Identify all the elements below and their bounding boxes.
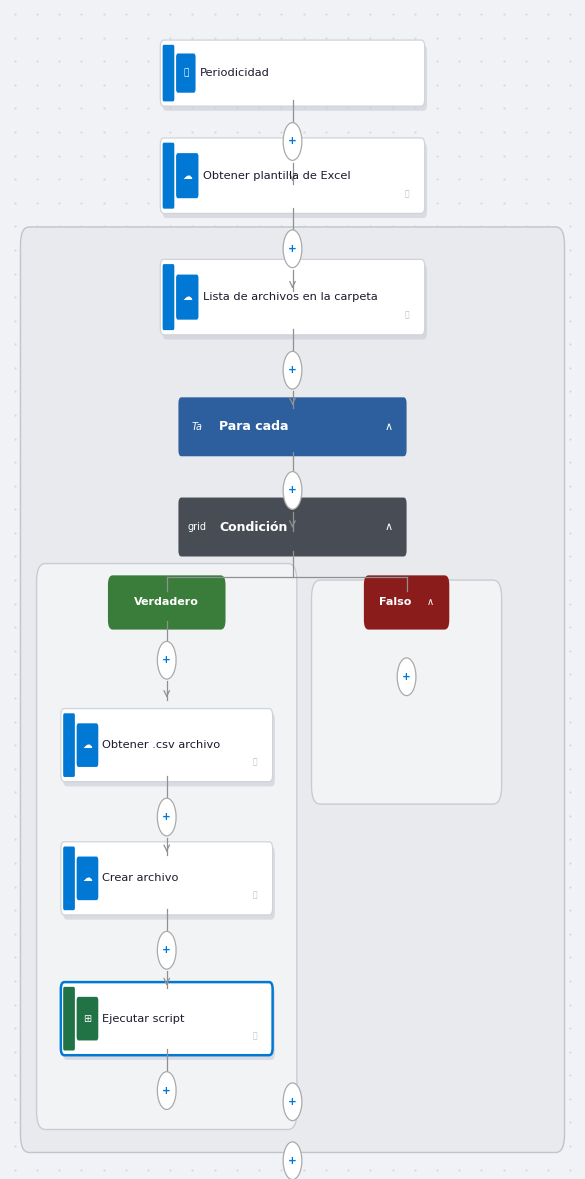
FancyBboxPatch shape bbox=[63, 713, 275, 786]
Text: Ejecutar script: Ejecutar script bbox=[102, 1014, 185, 1023]
Text: ☁: ☁ bbox=[183, 292, 192, 302]
FancyBboxPatch shape bbox=[108, 575, 225, 630]
FancyBboxPatch shape bbox=[163, 264, 174, 330]
Text: Crear archivo: Crear archivo bbox=[102, 874, 179, 883]
Text: +: + bbox=[288, 1155, 297, 1166]
Text: ⊞: ⊞ bbox=[84, 1014, 91, 1023]
Text: +: + bbox=[288, 244, 297, 253]
Text: Lista de archivos en la carpeta: Lista de archivos en la carpeta bbox=[202, 292, 377, 302]
FancyBboxPatch shape bbox=[163, 45, 174, 101]
FancyBboxPatch shape bbox=[36, 564, 297, 1129]
Text: +: + bbox=[163, 812, 171, 822]
Text: +: + bbox=[163, 1086, 171, 1095]
Text: 🔗: 🔗 bbox=[404, 310, 409, 320]
Text: Periodicidad: Periodicidad bbox=[199, 68, 270, 78]
Circle shape bbox=[157, 641, 176, 679]
FancyBboxPatch shape bbox=[63, 987, 75, 1050]
FancyBboxPatch shape bbox=[176, 275, 198, 320]
Circle shape bbox=[283, 123, 302, 160]
Circle shape bbox=[283, 230, 302, 268]
FancyBboxPatch shape bbox=[63, 987, 275, 1060]
FancyBboxPatch shape bbox=[176, 53, 195, 93]
Text: ∧: ∧ bbox=[385, 422, 393, 432]
FancyBboxPatch shape bbox=[163, 143, 427, 218]
Text: ∧: ∧ bbox=[426, 598, 433, 607]
Text: +: + bbox=[288, 365, 297, 375]
Text: +: + bbox=[163, 946, 171, 955]
Text: 🔗: 🔗 bbox=[404, 189, 409, 198]
FancyBboxPatch shape bbox=[77, 856, 98, 901]
Circle shape bbox=[157, 931, 176, 969]
Text: 🔗: 🔗 bbox=[252, 757, 257, 766]
Circle shape bbox=[157, 798, 176, 836]
FancyBboxPatch shape bbox=[176, 153, 198, 198]
Text: ⏰: ⏰ bbox=[183, 68, 188, 78]
Circle shape bbox=[283, 351, 302, 389]
Circle shape bbox=[283, 1082, 302, 1120]
Text: ☁: ☁ bbox=[82, 874, 92, 883]
Text: grid: grid bbox=[188, 522, 207, 532]
FancyBboxPatch shape bbox=[163, 264, 427, 340]
Text: 🔗: 🔗 bbox=[252, 890, 257, 900]
FancyBboxPatch shape bbox=[178, 498, 407, 556]
Text: ☁: ☁ bbox=[183, 171, 192, 180]
Text: Ta: Ta bbox=[192, 422, 202, 432]
Text: +: + bbox=[163, 656, 171, 665]
FancyBboxPatch shape bbox=[178, 397, 407, 456]
FancyBboxPatch shape bbox=[77, 997, 98, 1041]
Text: Obtener .csv archivo: Obtener .csv archivo bbox=[102, 740, 221, 750]
FancyBboxPatch shape bbox=[311, 580, 501, 804]
Text: Condición: Condición bbox=[219, 520, 288, 534]
FancyBboxPatch shape bbox=[364, 575, 449, 630]
Text: Verdadero: Verdadero bbox=[135, 598, 199, 607]
FancyBboxPatch shape bbox=[61, 982, 273, 1055]
FancyBboxPatch shape bbox=[160, 138, 425, 213]
Text: +: + bbox=[288, 486, 297, 495]
FancyBboxPatch shape bbox=[160, 40, 425, 106]
Text: ∧: ∧ bbox=[385, 522, 393, 532]
Circle shape bbox=[283, 1141, 302, 1179]
FancyBboxPatch shape bbox=[63, 713, 75, 777]
FancyBboxPatch shape bbox=[77, 724, 98, 768]
Circle shape bbox=[397, 658, 416, 696]
Text: ☁: ☁ bbox=[82, 740, 92, 750]
Text: Falso: Falso bbox=[378, 598, 411, 607]
FancyBboxPatch shape bbox=[160, 259, 425, 335]
Text: +: + bbox=[288, 137, 297, 146]
FancyBboxPatch shape bbox=[20, 226, 565, 1153]
Text: 🔗: 🔗 bbox=[252, 1030, 257, 1040]
Text: +: + bbox=[288, 1096, 297, 1107]
FancyBboxPatch shape bbox=[61, 842, 273, 915]
Text: Para cada: Para cada bbox=[219, 420, 289, 434]
Circle shape bbox=[283, 472, 302, 509]
FancyBboxPatch shape bbox=[61, 709, 273, 782]
FancyBboxPatch shape bbox=[63, 847, 75, 910]
Circle shape bbox=[157, 1072, 176, 1109]
FancyBboxPatch shape bbox=[163, 45, 427, 111]
Text: Obtener plantilla de Excel: Obtener plantilla de Excel bbox=[202, 171, 350, 180]
FancyBboxPatch shape bbox=[163, 143, 174, 209]
Text: +: + bbox=[402, 672, 411, 681]
FancyBboxPatch shape bbox=[63, 847, 275, 920]
